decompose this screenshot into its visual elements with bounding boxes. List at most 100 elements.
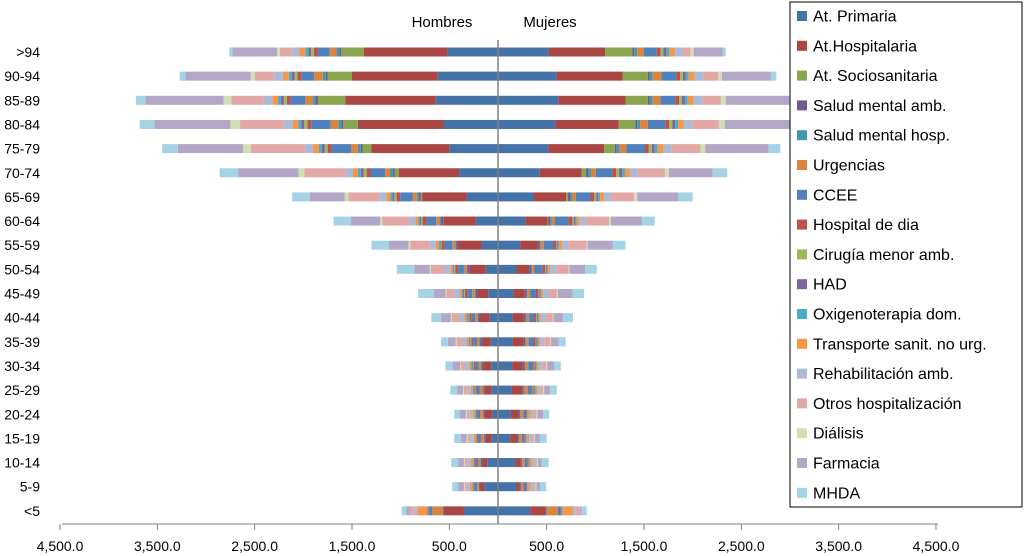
bar-segment-men-9-8	[439, 240, 441, 250]
bar-segment-women-13-2	[702, 95, 721, 105]
bar-segment-men-5-10	[472, 289, 475, 298]
legend-swatch	[797, 219, 807, 230]
side-label-men: Hombres	[412, 14, 473, 31]
bar-segment-women-11-11	[538, 313, 541, 323]
legend-swatch	[797, 100, 807, 111]
bar-segment-men-7-4	[327, 144, 332, 154]
bar-segment-women-3-5	[586, 168, 589, 178]
bar-segment-men-16-0	[229, 47, 233, 57]
bar-segment-women-8-14	[532, 385, 534, 395]
bar-segment-men-0-15	[492, 409, 498, 419]
bar-segment-men-6-18	[474, 482, 478, 492]
bar-segment-women-12-17	[532, 458, 535, 468]
bar-segment-men-9-0	[308, 47, 312, 57]
bar-segment-men-14-6	[344, 192, 349, 202]
bar-segment-men-5-3	[330, 119, 339, 129]
bar-segment-women-15-6	[637, 192, 679, 202]
bar-segment-women-5-3	[640, 119, 648, 129]
bar-segment-men-2-0	[341, 47, 364, 57]
bar-segment-women-0-10	[498, 289, 514, 298]
bar-segment-men-6-8	[444, 240, 453, 250]
bar-segment-women-2-3	[618, 119, 636, 129]
bar-segment-women-8-12	[535, 337, 537, 347]
bar-segment-men-4-13	[480, 361, 482, 371]
bar-segment-men-9-12	[469, 337, 471, 347]
bar-segment-men-0-5	[459, 168, 498, 178]
legend-swatch	[797, 40, 807, 51]
bar-segment-women-16-8	[612, 240, 626, 250]
bar-segment-men-10-13	[470, 361, 472, 371]
bar-segment-men-15-0	[232, 47, 278, 57]
bar-segment-men-11-11	[464, 313, 467, 323]
bar-segment-men-5-9	[463, 264, 467, 274]
bar-segment-women-3-14	[522, 385, 524, 395]
bar-segment-men-11-9	[450, 264, 453, 274]
bar-segment-women-0-7	[498, 216, 526, 226]
bar-segment-women-12-11	[540, 313, 546, 323]
bar-segment-men-14-0	[277, 47, 280, 57]
bar-segment-women-15-11	[553, 313, 564, 323]
bar-segment-men-9-11	[467, 313, 469, 323]
bar-segment-men-11-10	[460, 289, 462, 298]
bar-segment-men-13-16	[467, 433, 471, 443]
bar-segment-men-0-11	[489, 313, 498, 323]
bar-segment-men-7-11	[469, 313, 472, 323]
bar-segment-men-13-14	[463, 385, 468, 395]
bar-segment-women-1-8	[520, 240, 538, 250]
bar-segment-men-15-2	[145, 95, 224, 105]
bar-segment-men-4-0	[336, 47, 340, 57]
bar-segment-women-12-19	[572, 506, 576, 516]
bar-segment-women-13-3	[692, 119, 719, 129]
bar-segment-women-10-6	[598, 192, 601, 202]
bar-segment-women-6-1	[661, 71, 677, 81]
bar-segment-men-13-13	[461, 361, 465, 371]
y-tick-label: 40-44	[4, 310, 40, 326]
bar-segment-women-3-7	[548, 216, 551, 226]
x-tick-label: 4,500.0	[37, 538, 84, 554]
bar-segment-men-3-19	[443, 506, 445, 516]
bar-segment-men-6-0	[317, 47, 330, 57]
bar-segment-men-6-16	[478, 433, 481, 443]
y-tick-label: 65-69	[4, 189, 40, 205]
bar-segment-women-3-17	[520, 458, 522, 468]
bar-segment-women-12-12	[540, 337, 545, 347]
bar-segment-men-5-11	[475, 313, 478, 323]
bar-segment-men-14-12	[455, 337, 457, 347]
bar-segment-women-7-3	[665, 119, 670, 129]
bar-segment-men-2-1	[327, 71, 352, 81]
bar-segment-men-16-9	[396, 264, 415, 274]
bar-segment-men-15-16	[461, 433, 467, 443]
bar-segment-women-11-6	[600, 192, 605, 202]
bar-segment-men-10-8	[438, 240, 440, 250]
bar-segment-women-2-6	[566, 192, 569, 202]
bar-segment-women-5-16	[518, 433, 522, 443]
bar-segment-men-2-4	[362, 144, 372, 154]
bar-segment-men-5-16	[480, 433, 484, 443]
legend-label: At.Hospitalaria	[813, 38, 917, 55]
bar-segment-women-0-16	[498, 433, 511, 443]
bar-segment-men-8-8	[440, 240, 442, 250]
y-tick-label: 5-9	[20, 479, 40, 495]
bar-segment-men-10-7	[418, 216, 420, 226]
bar-segment-women-11-9	[548, 264, 551, 274]
legend-label: Transporte sanit. no urg.	[813, 336, 987, 353]
bar-segment-men-16-12	[441, 337, 448, 347]
bar-segment-men-12-13	[464, 361, 469, 371]
bar-segment-women-1-13	[512, 361, 523, 371]
bar-segment-men-14-1	[250, 71, 255, 81]
bar-segment-men-5-14	[479, 385, 483, 395]
bar-segment-women-11-0	[669, 47, 676, 57]
bar-segment-men-12-12	[462, 337, 467, 347]
bar-segment-women-6-4	[626, 144, 645, 154]
bar-segment-men-3-14	[483, 385, 485, 395]
bar-segment-women-13-12	[544, 337, 551, 347]
bar-segment-men-3-0	[339, 47, 342, 57]
bar-segment-men-14-2	[223, 95, 232, 105]
legend-swatch	[797, 279, 807, 290]
bar-segment-men-16-3	[139, 119, 155, 129]
bar-segment-men-12-8	[429, 240, 436, 250]
legend-swatch	[797, 11, 807, 21]
bar-segment-men-12-16	[470, 433, 474, 443]
bar-segment-men-4-7	[439, 216, 442, 226]
y-tick-label: 90-94	[4, 68, 40, 84]
